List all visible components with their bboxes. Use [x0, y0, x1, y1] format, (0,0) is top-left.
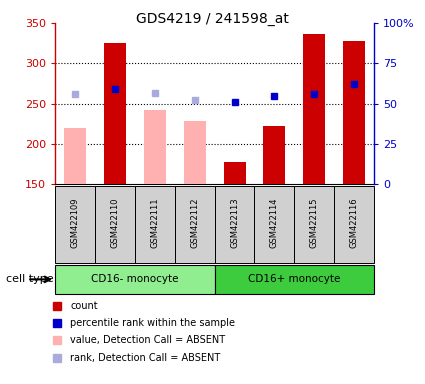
Text: GSM422116: GSM422116 — [350, 198, 359, 248]
Bar — [104, 43, 126, 184]
Text: GSM422110: GSM422110 — [110, 198, 119, 248]
Bar — [343, 41, 365, 184]
Bar — [64, 128, 86, 184]
Bar — [215, 186, 255, 263]
Bar — [255, 186, 294, 263]
Text: GSM422111: GSM422111 — [150, 198, 159, 248]
Text: cell type: cell type — [6, 274, 53, 285]
Bar — [55, 265, 215, 294]
Text: GDS4219 / 241598_at: GDS4219 / 241598_at — [136, 12, 289, 25]
Text: GSM422115: GSM422115 — [310, 198, 319, 248]
Text: CD16+ monocyte: CD16+ monocyte — [248, 274, 340, 285]
Text: percentile rank within the sample: percentile rank within the sample — [70, 318, 235, 328]
Text: rank, Detection Call = ABSENT: rank, Detection Call = ABSENT — [70, 353, 221, 363]
Bar — [55, 186, 95, 263]
Bar — [294, 186, 334, 263]
Bar — [184, 121, 206, 184]
Bar — [144, 110, 166, 184]
Bar — [215, 265, 374, 294]
Text: GSM422109: GSM422109 — [71, 198, 79, 248]
Bar — [334, 186, 374, 263]
Text: CD16- monocyte: CD16- monocyte — [91, 274, 178, 285]
Text: GSM422114: GSM422114 — [270, 198, 279, 248]
Bar — [224, 162, 246, 184]
Text: value, Detection Call = ABSENT: value, Detection Call = ABSENT — [70, 336, 225, 346]
Bar — [175, 186, 215, 263]
Bar — [303, 34, 325, 184]
Bar — [264, 126, 285, 184]
Bar — [95, 186, 135, 263]
Text: count: count — [70, 301, 98, 311]
Bar — [135, 186, 175, 263]
Text: GSM422113: GSM422113 — [230, 198, 239, 248]
Text: GSM422112: GSM422112 — [190, 198, 199, 248]
